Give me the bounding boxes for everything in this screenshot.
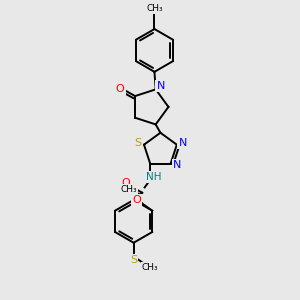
Text: O: O (132, 195, 141, 205)
Text: CH₃: CH₃ (120, 185, 137, 194)
Text: S: S (134, 138, 142, 148)
Text: O: O (122, 178, 130, 188)
Text: NH: NH (146, 172, 162, 182)
Text: CH₃: CH₃ (147, 4, 164, 13)
Text: O: O (116, 84, 124, 94)
Text: N: N (178, 138, 187, 148)
Text: S: S (130, 255, 137, 265)
Text: N: N (173, 160, 181, 170)
Text: CH₃: CH₃ (142, 263, 158, 272)
Text: N: N (157, 81, 165, 91)
